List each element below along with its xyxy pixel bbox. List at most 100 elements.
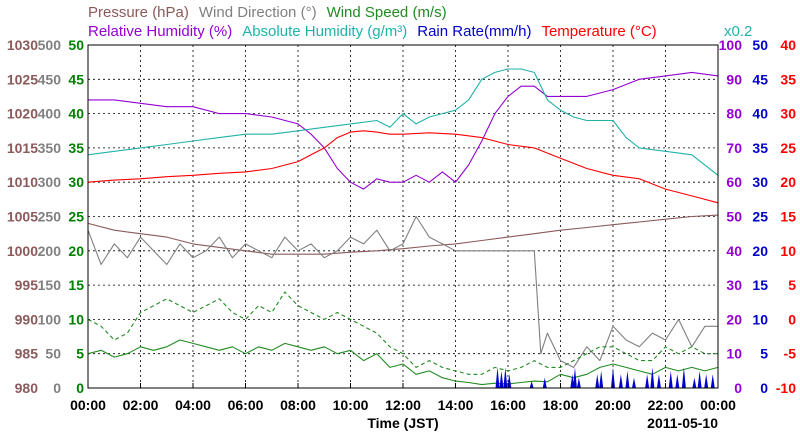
rain-spike bbox=[668, 370, 673, 388]
humidity-tick-label: 10 bbox=[726, 346, 742, 362]
series-rain-rate bbox=[495, 367, 715, 388]
rain-rate-tick-label: 50 bbox=[752, 37, 768, 53]
x-tick-label: 14:00 bbox=[438, 397, 474, 413]
rain-spike bbox=[595, 374, 600, 388]
humidity-tick-label: 70 bbox=[726, 140, 742, 156]
pressure-tick-label: 1030 bbox=[7, 37, 38, 53]
rain-spike bbox=[704, 374, 709, 388]
legend-entry: Pressure (hPa) bbox=[88, 4, 189, 21]
rain-spike bbox=[572, 367, 577, 388]
right-axes: 0102030405060708090100051015202530354045… bbox=[719, 37, 797, 396]
wind-direction-tick-label: 350 bbox=[38, 140, 62, 156]
rain-spike bbox=[656, 374, 661, 388]
rain-rate-tick-label: 25 bbox=[752, 209, 768, 225]
temperature-tick-label: 25 bbox=[780, 140, 796, 156]
wind-direction-tick-label: 250 bbox=[38, 209, 62, 225]
pressure-tick-label: 1000 bbox=[7, 243, 38, 259]
rain-rate-tick-label: 35 bbox=[752, 140, 768, 156]
x-tick-label: 02:00 bbox=[123, 397, 159, 413]
legend-entry: Wind Direction (°) bbox=[199, 4, 317, 21]
wind-speed-tick-label: 30 bbox=[68, 174, 84, 190]
rain-rate-tick-label: 30 bbox=[752, 174, 768, 190]
humidity-tick-label: 30 bbox=[726, 277, 742, 293]
legend-scale-note: x0.2 bbox=[724, 23, 752, 40]
pressure-tick-label: 1010 bbox=[7, 174, 38, 190]
series-line-5 bbox=[87, 68, 719, 176]
wind-direction-tick-label: 0 bbox=[53, 380, 61, 396]
temperature-tick-label: 5 bbox=[788, 277, 796, 293]
wind-speed-tick-label: 20 bbox=[68, 243, 84, 259]
temperature-tick-label: 35 bbox=[780, 71, 796, 87]
x-tick-label: 06:00 bbox=[228, 397, 264, 413]
x-tick-label: 08:00 bbox=[280, 397, 316, 413]
wind-direction-tick-label: 300 bbox=[38, 174, 62, 190]
wind-speed-tick-label: 40 bbox=[68, 106, 84, 122]
humidity-tick-label: 50 bbox=[726, 209, 742, 225]
humidity-tick-label: 20 bbox=[726, 311, 742, 327]
wind-speed-tick-label: 5 bbox=[76, 346, 84, 362]
temperature-tick-label: 15 bbox=[780, 209, 796, 225]
rain-rate-tick-label: 0 bbox=[760, 380, 768, 396]
rain-rate-tick-label: 10 bbox=[752, 311, 768, 327]
wind-direction-tick-label: 100 bbox=[38, 311, 62, 327]
x-tick-label: 00:00 bbox=[70, 397, 106, 413]
x-tick-label: 20:00 bbox=[595, 397, 631, 413]
temperature-tick-label: 40 bbox=[780, 37, 796, 53]
humidity-tick-label: 60 bbox=[726, 174, 742, 190]
x-tick-label: 22:00 bbox=[648, 397, 684, 413]
rain-spike bbox=[710, 374, 715, 388]
series-line-3 bbox=[87, 291, 718, 375]
plot-frame bbox=[87, 44, 719, 389]
x-tick-label: 04:00 bbox=[175, 397, 211, 413]
wind-direction-tick-label: 400 bbox=[38, 106, 62, 122]
wind-direction-tick-label: 50 bbox=[45, 346, 61, 362]
rain-rate-tick-label: 40 bbox=[752, 106, 768, 122]
wind-speed-tick-label: 25 bbox=[68, 209, 84, 225]
x-tick-label: 16:00 bbox=[490, 397, 526, 413]
pressure-tick-label: 980 bbox=[15, 380, 39, 396]
humidity-tick-label: 0 bbox=[734, 380, 742, 396]
wind-direction-tick-label: 450 bbox=[38, 71, 62, 87]
x-tick-label: 12:00 bbox=[385, 397, 421, 413]
rain-spike bbox=[675, 374, 680, 388]
rain-spike bbox=[625, 370, 630, 388]
wind-speed-tick-label: 45 bbox=[68, 71, 84, 87]
humidity-tick-label: 90 bbox=[726, 71, 742, 87]
rain-rate-tick-label: 20 bbox=[752, 243, 768, 259]
wind-speed-tick-label: 15 bbox=[68, 277, 84, 293]
rain-spike bbox=[576, 377, 581, 388]
humidity-tick-label: 80 bbox=[726, 106, 742, 122]
pressure-tick-label: 990 bbox=[15, 311, 39, 327]
rain-spike bbox=[503, 367, 508, 388]
rain-rate-tick-label: 15 bbox=[752, 277, 768, 293]
x-axis: 00:00 02:00 04:00 06:00 08:00 10:00 12:00 14:00… bbox=[70, 397, 736, 431]
rain-spike bbox=[499, 370, 504, 388]
rain-spike bbox=[599, 370, 604, 388]
legend-entry: Relative Humidity (%) bbox=[88, 23, 232, 40]
plot-area bbox=[87, 68, 719, 388]
rain-spike bbox=[697, 370, 702, 388]
legend-entry: Wind Speed (m/s) bbox=[327, 4, 447, 21]
legend-entry: Absolute Humidity (g/m³) bbox=[242, 23, 407, 40]
rain-rate-tick-label: 5 bbox=[760, 346, 768, 362]
series-line-2 bbox=[87, 339, 719, 386]
rain-spike bbox=[618, 374, 623, 388]
rain-spike bbox=[529, 381, 534, 388]
wind-speed-tick-label: 0 bbox=[76, 380, 84, 396]
pressure-tick-label: 995 bbox=[15, 277, 39, 293]
humidity-tick-label: 40 bbox=[726, 243, 742, 259]
legend-entry: Temperature (°C) bbox=[541, 23, 656, 40]
rain-spike bbox=[632, 377, 636, 388]
x-tick-label: 00:00 bbox=[700, 397, 736, 413]
pressure-tick-label: 1005 bbox=[7, 209, 38, 225]
x-axis-title: Time (JST) bbox=[367, 415, 438, 431]
x-tick-label: 18:00 bbox=[543, 397, 579, 413]
left-axes: 9809859909951000100510101015102010251030… bbox=[7, 37, 84, 396]
legend: Pressure (hPa) Wind Direction (°) Wind Spe… bbox=[88, 4, 752, 40]
wind-direction-tick-label: 500 bbox=[38, 37, 62, 53]
rain-spike bbox=[495, 367, 500, 388]
wind-speed-tick-label: 35 bbox=[68, 140, 84, 156]
date-label: 2011-05-10 bbox=[647, 415, 718, 431]
